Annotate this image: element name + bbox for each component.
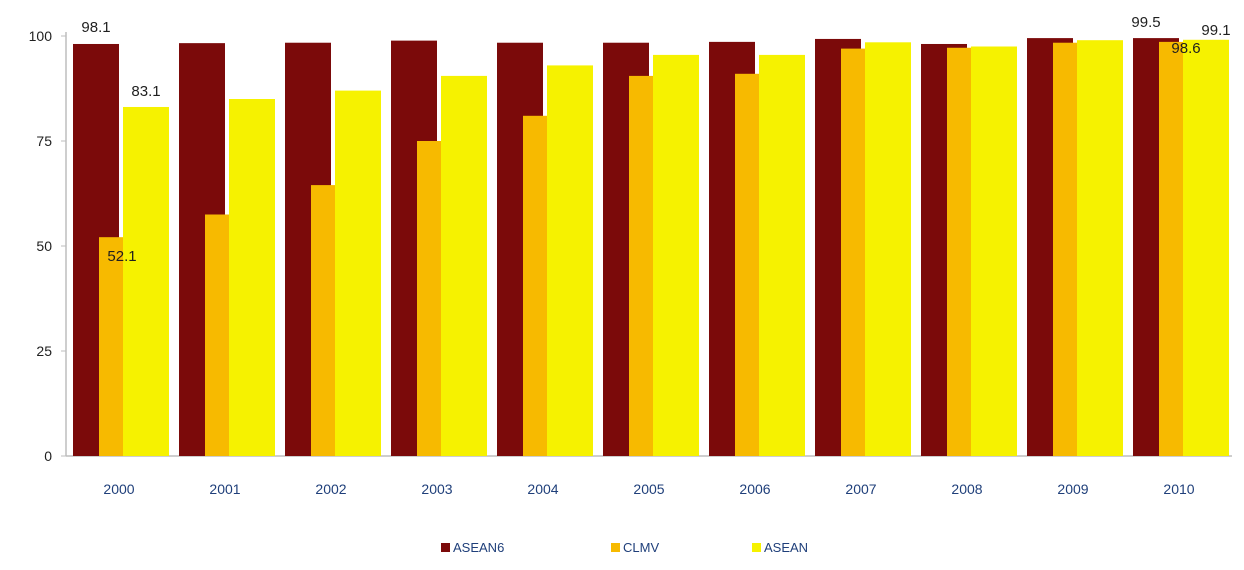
data-label-asean-2010: 99.1 xyxy=(1201,22,1230,39)
x-tick-label: 2006 xyxy=(739,481,770,497)
y-tick-label: 50 xyxy=(36,238,52,254)
data-label-clmv-2000: 52.1 xyxy=(107,248,136,265)
y-tick-label: 75 xyxy=(36,133,52,149)
bar-asean-2003 xyxy=(441,75,487,457)
legend-label-clmv: CLMV xyxy=(623,540,659,555)
bar-asean-2002 xyxy=(335,90,381,456)
x-tick-label: 2001 xyxy=(209,481,240,497)
x-tick-label: 2009 xyxy=(1057,481,1088,497)
bar-asean-2001 xyxy=(229,99,275,456)
bars-layer xyxy=(73,38,1229,457)
bar-asean-2009 xyxy=(1077,40,1123,456)
legend-label-asean: ASEAN xyxy=(764,540,808,555)
x-tick-label: 2004 xyxy=(527,481,558,497)
bar-asean-2008 xyxy=(971,46,1017,456)
data-label-clmv-2010: 98.6 xyxy=(1171,40,1200,57)
legend-swatch-clmv xyxy=(611,543,620,552)
legend-label-asean6: ASEAN6 xyxy=(453,540,504,555)
bar-asean-2010 xyxy=(1183,39,1229,456)
x-tick-label: 2003 xyxy=(421,481,452,497)
bar-asean-2000 xyxy=(123,106,169,456)
x-tick-label: 2007 xyxy=(845,481,876,497)
y-tick-label: 25 xyxy=(36,343,52,359)
y-tick-label: 100 xyxy=(29,28,53,44)
data-labels-layer: 98.1 52.1 83.1 99.5 98.699.1 xyxy=(81,14,1230,265)
data-label-asean6-2000: 98.1 xyxy=(81,19,110,36)
x-tick-label: 2010 xyxy=(1163,481,1194,497)
data-label-asean-2000: 83.1 xyxy=(131,83,160,100)
legend-swatch-asean6 xyxy=(441,543,450,552)
legend: ASEAN6 CLMV ASEAN xyxy=(441,540,808,555)
bar-asean-2005 xyxy=(653,54,699,457)
x-tick-label: 2000 xyxy=(103,481,134,497)
bar-asean-2007 xyxy=(865,42,911,457)
x-tick-label: 2005 xyxy=(633,481,664,497)
axes-layer: 0 25 50 75 100 2000 2001 2002 2003 2004 2005 2006 20… xyxy=(29,28,1232,497)
x-tick-label: 2002 xyxy=(315,481,346,497)
data-label-asean6-2010: 99.5 xyxy=(1131,14,1160,31)
y-tick-label: 0 xyxy=(44,448,52,464)
x-tick-label: 2008 xyxy=(951,481,982,497)
legend-swatch-asean xyxy=(752,543,761,552)
bar-asean-2004 xyxy=(547,65,593,457)
bar-asean-2006 xyxy=(759,54,805,457)
